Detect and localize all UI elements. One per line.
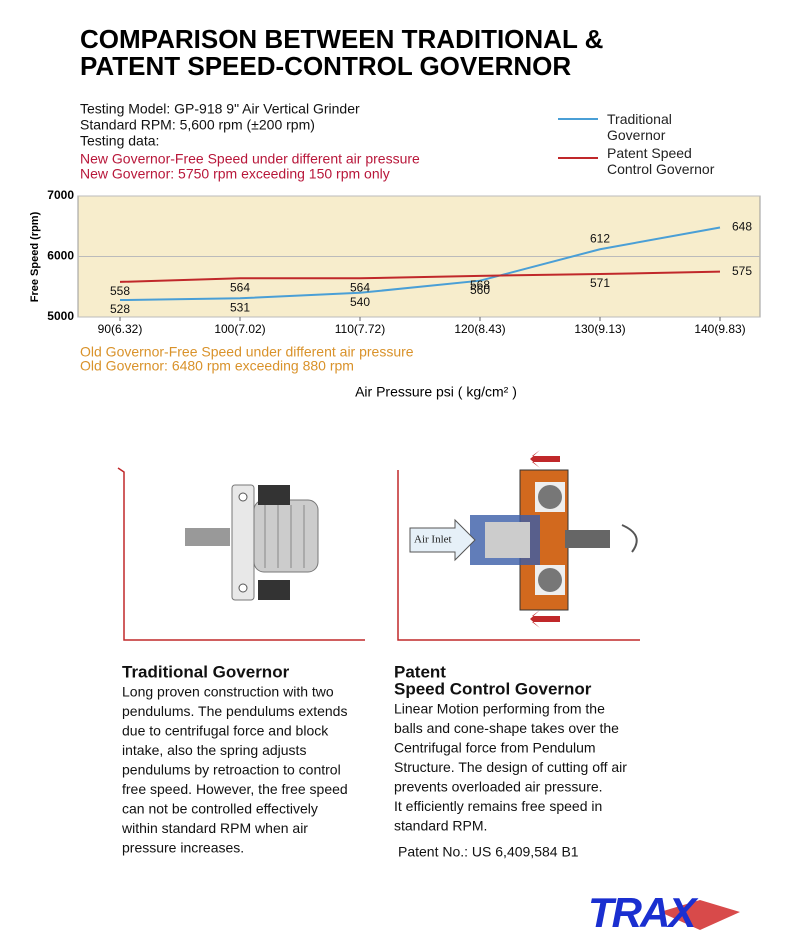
x-tick-label: 90(6.32) [98,322,143,336]
x-tick-label: 130(9.13) [574,322,625,336]
x-tick-label: 100(7.02) [214,322,265,336]
data-label: 564 [350,280,370,294]
series-line [119,270,721,283]
body-line: standard RPM. [394,818,487,834]
section-title: Speed Control Governor [394,679,592,698]
new-governor-note: New Governor-Free Speed under different … [80,151,420,167]
testing-info: Testing data: [80,133,159,149]
traditional-diagram [117,467,365,641]
body-line: pressure increases. [122,840,244,856]
data-label: 575 [732,264,752,278]
data-label: 531 [230,300,250,314]
patent-diagram [397,450,640,641]
testing-info: Standard RPM: 5,600 rpm (±200 rpm) [80,117,315,133]
data-label: 568 [470,278,490,292]
x-tick-label: 120(8.43) [454,322,505,336]
data-label: 558 [110,284,130,298]
new-governor-note: New Governor: 5750 rpm exceeding 150 rpm… [80,166,390,182]
body-line: Structure. The design of cutting off air [394,759,627,775]
body-line: It efficiently remains free speed in [394,798,602,814]
data-label: 560 [470,283,490,297]
body-line: balls and cone-shape takes over the [394,720,619,736]
body-line: pendulums. The pendulums extends [122,703,347,719]
logo-accent [660,900,740,930]
x-tick-label: 110(7.72) [335,322,385,336]
section-title: Traditional Governor [122,662,290,681]
body-line: can not be controlled effectively [122,801,318,817]
data-label: 564 [230,280,250,294]
body-line: prevents overloaded air pressure. [394,779,603,795]
body-line: intake, also the spring adjusts [122,742,306,758]
data-label: 528 [110,302,130,316]
x-tick-label: 140(9.83) [694,322,745,336]
title: PATENT SPEED-CONTROL GOVERNOR [80,51,571,81]
old-governor-note: Old Governor-Free Speed under different … [80,344,414,360]
legend-entry: Traditional Governor [607,111,672,143]
data-label: 540 [350,295,370,309]
title: COMPARISON BETWEEN TRADITIONAL & [80,24,603,54]
body-line: Centrifugal force from Pendulum [394,740,596,756]
patent-number: Patent No.: US 6,409,584 B1 [398,844,579,860]
x-axis-label: Air Pressure psi ( kg/cm² ) [355,384,517,400]
y-tick-label: 5000 [47,309,74,323]
body-line: free speed. However, the free speed [122,781,348,797]
body-line: pendulums by retroaction to control [122,762,341,778]
legend-entry: Patent Speed Control Governor [607,145,715,177]
body-line: due to centrifugal force and block [122,723,329,739]
y-tick-label: 6000 [47,249,74,263]
section-title: Patent [394,662,446,681]
diagram-label: Air Inlet [414,534,452,546]
body-line: Long proven construction with two [122,684,334,700]
y-axis-label: Free Speed (rpm) [29,211,41,302]
y-tick-label: 7000 [47,188,74,202]
data-label: 648 [732,220,752,234]
testing-info: Testing Model: GP-918 9" Air Vertical Gr… [80,101,360,117]
data-label: 612 [590,231,610,245]
data-label: 571 [590,276,610,290]
series-line [119,226,721,302]
old-governor-note: Old Governor: 6480 rpm exceeding 880 rpm [80,358,354,374]
body-line: Linear Motion performing from the [394,701,605,717]
body-line: within standard RPM when air [121,820,308,836]
logo: TRAX [588,889,699,936]
